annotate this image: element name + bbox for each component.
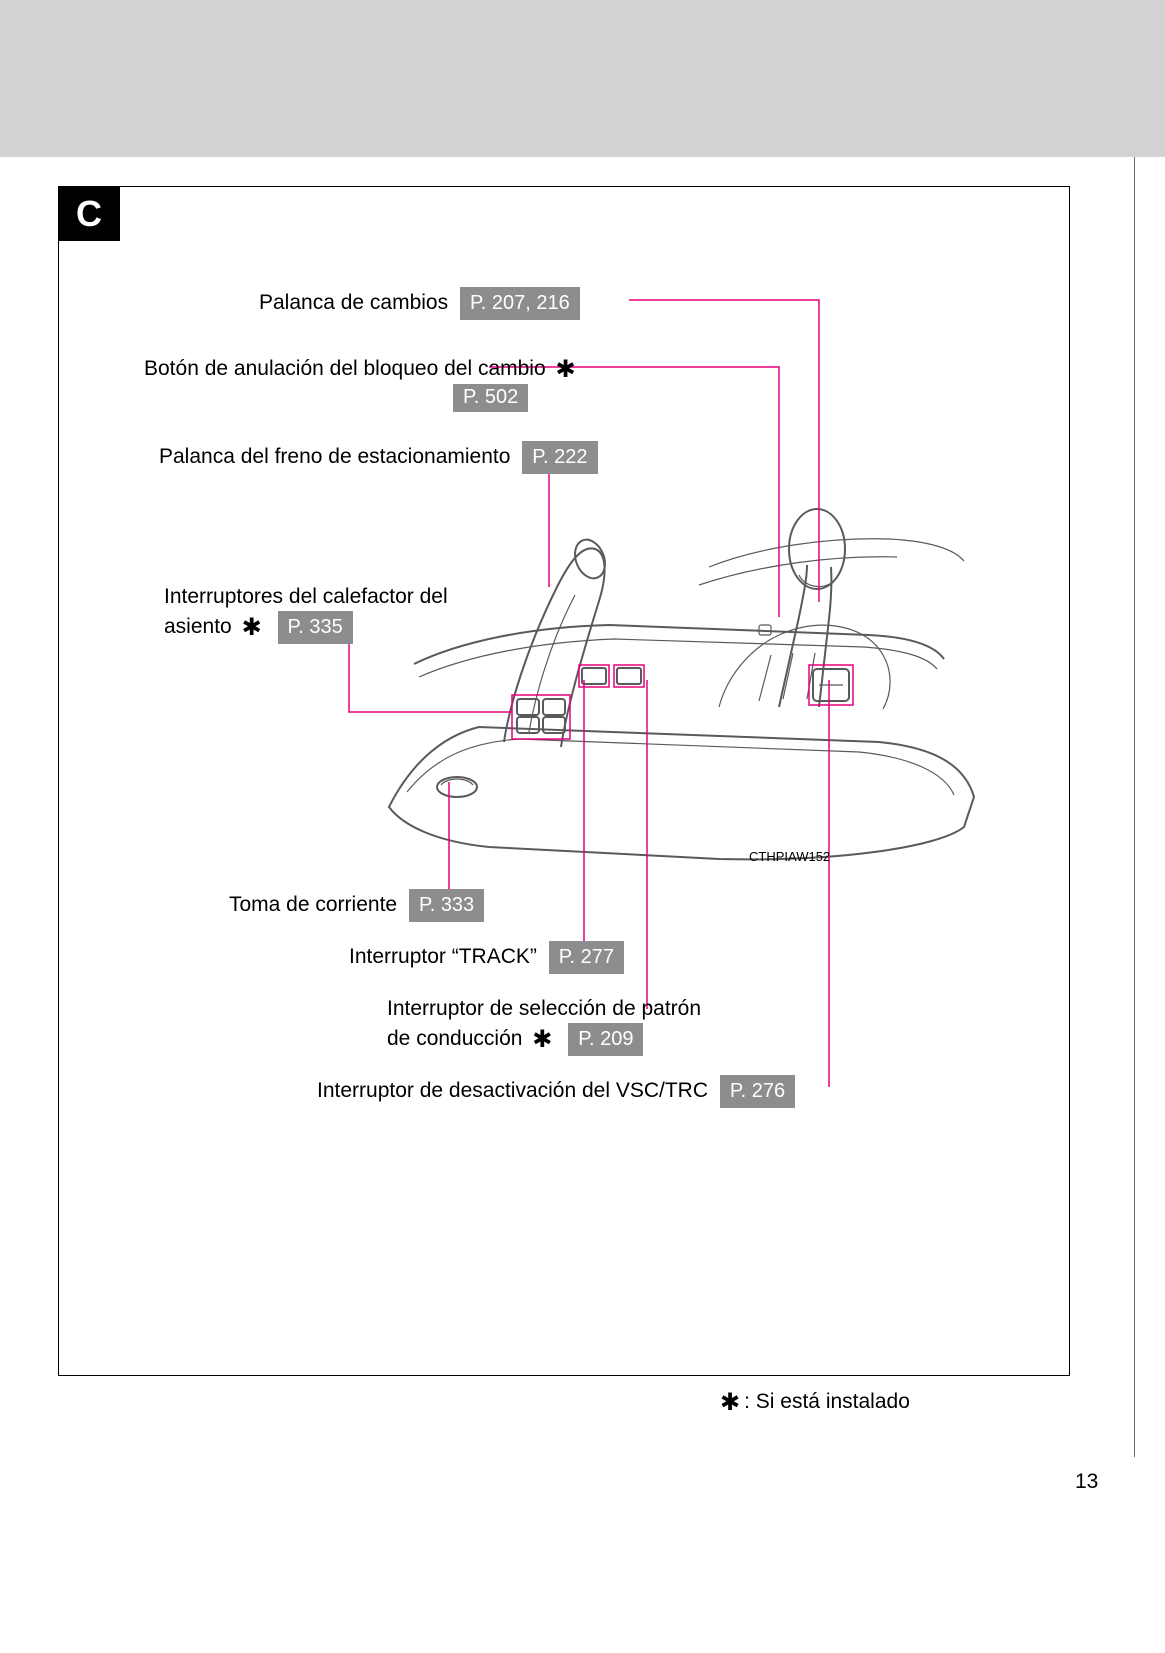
page-badge: P. 207, 216 bbox=[460, 287, 580, 320]
label-text: Interruptor “TRACK” bbox=[349, 945, 537, 968]
label-parking-brake: Palanca del freno de estacionamiento P. … bbox=[159, 441, 598, 474]
star-icon: ✱ bbox=[528, 1026, 556, 1053]
right-margin-rule bbox=[1134, 157, 1135, 1457]
label-text: de conducción bbox=[387, 1027, 522, 1050]
label-shift-lever: Palanca de cambios P. 207, 216 bbox=[259, 287, 580, 320]
label-track-switch: Interruptor “TRACK” P. 277 bbox=[349, 941, 624, 974]
figure-frame: C bbox=[58, 186, 1070, 1376]
label-power-outlet: Toma de corriente P. 333 bbox=[229, 889, 484, 922]
label-vsc-off: Interruptor de desactivación del VSC/TRC… bbox=[317, 1075, 795, 1108]
label-shift-lock: Botón de anulación del bloqueo del cambi… bbox=[144, 354, 580, 383]
label-drive-pattern: Interruptor de selección de patrón de co… bbox=[387, 995, 701, 1056]
label-text: Palanca de cambios bbox=[259, 291, 448, 314]
label-text: Interruptores del calefactor del bbox=[164, 585, 448, 608]
footnote-text: : Si está instalado bbox=[744, 1390, 910, 1413]
star-icon: ✱ bbox=[551, 356, 579, 383]
page-badge: P. 335 bbox=[278, 611, 353, 644]
page-badge: P. 502 bbox=[453, 384, 528, 412]
page-badge: P. 209 bbox=[568, 1023, 643, 1056]
page-badge: P. 277 bbox=[549, 941, 624, 974]
console-art bbox=[389, 509, 974, 859]
footnote: ✱: Si está instalado bbox=[720, 1386, 910, 1415]
page-badge: P. 333 bbox=[409, 889, 484, 922]
figure-code: CTHPIAW152 bbox=[749, 849, 830, 864]
label-text: Toma de corriente bbox=[229, 893, 397, 916]
page-badge: P. 276 bbox=[720, 1075, 795, 1108]
page-badge: P. 222 bbox=[522, 441, 597, 474]
label-seat-heater: Interruptores del calefactor del asiento… bbox=[164, 583, 448, 644]
label-text: Interruptor de selección de patrón bbox=[387, 997, 701, 1020]
star-icon: ✱ bbox=[720, 1389, 744, 1416]
label-text: Palanca del freno de estacionamiento bbox=[159, 445, 510, 468]
label-text: Interruptor de desactivación del VSC/TRC bbox=[317, 1079, 708, 1102]
label-text: Botón de anulación del bloqueo del cambi… bbox=[144, 357, 546, 380]
header-band bbox=[0, 0, 1165, 157]
section-tag: C bbox=[58, 186, 120, 241]
manual-page: C bbox=[0, 0, 1165, 1653]
page-number: 13 bbox=[1075, 1470, 1098, 1494]
star-icon: ✱ bbox=[238, 614, 266, 641]
label-text: asiento bbox=[164, 615, 232, 638]
